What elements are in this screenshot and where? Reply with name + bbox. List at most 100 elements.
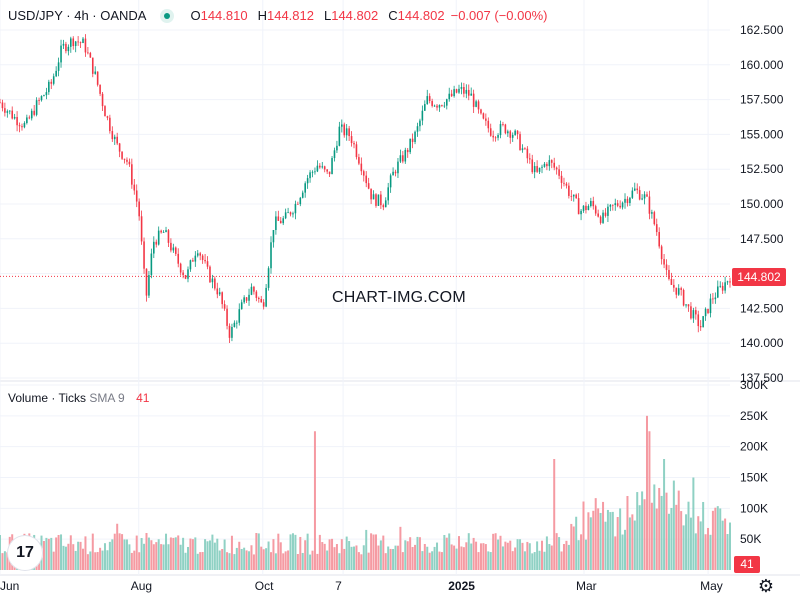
candle-body bbox=[248, 294, 250, 301]
volume-bar bbox=[360, 554, 363, 570]
volume-bar bbox=[140, 538, 143, 570]
volume-bar bbox=[648, 431, 651, 570]
volume-bar bbox=[677, 490, 680, 570]
candle-body bbox=[406, 149, 409, 153]
candle-body bbox=[101, 93, 104, 107]
volume-bar bbox=[392, 548, 395, 570]
volume-bar bbox=[553, 459, 556, 570]
candle-body bbox=[270, 242, 272, 269]
volume-bar bbox=[460, 546, 463, 570]
volume-bar bbox=[426, 546, 429, 570]
volume-bar bbox=[401, 552, 404, 570]
volume-bar bbox=[284, 551, 287, 570]
volume-bar bbox=[575, 516, 578, 570]
tradingview-logo-icon[interactable]: 17 bbox=[8, 536, 42, 570]
gear-icon[interactable]: ⚙ bbox=[757, 576, 775, 596]
candle-body bbox=[467, 89, 470, 96]
volume-bar bbox=[248, 551, 251, 570]
price-tick-label: 155.000 bbox=[740, 127, 784, 141]
volume-bar bbox=[86, 554, 89, 570]
volume-bar bbox=[614, 536, 617, 570]
candle-body bbox=[712, 298, 714, 300]
candle-body bbox=[646, 194, 648, 197]
candle-body bbox=[367, 183, 370, 189]
candle-body bbox=[577, 198, 580, 215]
candle-body bbox=[590, 200, 592, 206]
close-label: C bbox=[388, 8, 398, 23]
volume-bar bbox=[167, 544, 170, 570]
candle-body bbox=[282, 218, 285, 224]
volume-bar bbox=[82, 548, 85, 570]
volume-title[interactable]: Volume · Ticks bbox=[8, 391, 87, 405]
candle-body bbox=[294, 203, 297, 214]
candle-body bbox=[668, 269, 670, 280]
candle-body bbox=[384, 200, 387, 208]
candle-body bbox=[30, 110, 33, 119]
volume-bar bbox=[238, 541, 241, 570]
volume-bar bbox=[624, 529, 627, 570]
candle-body bbox=[619, 205, 621, 208]
candle-body bbox=[704, 308, 707, 317]
volume-bar bbox=[694, 533, 697, 570]
candle-body bbox=[284, 212, 287, 219]
volume-bar bbox=[108, 541, 111, 570]
candle-body bbox=[546, 163, 548, 167]
candle-body bbox=[91, 57, 94, 74]
volume-bar bbox=[436, 542, 439, 570]
volume-bar bbox=[433, 546, 436, 570]
volume-bar bbox=[367, 552, 370, 570]
candle-body bbox=[348, 128, 350, 137]
candle-body bbox=[631, 190, 634, 198]
volume-bar bbox=[157, 539, 160, 570]
volume-bar bbox=[111, 539, 114, 570]
candle-body bbox=[560, 175, 563, 183]
candle-body bbox=[690, 306, 692, 319]
volume-bar bbox=[685, 514, 688, 570]
volume-bar bbox=[521, 542, 524, 570]
volume-bar bbox=[50, 537, 53, 570]
volume-bar bbox=[42, 540, 45, 570]
candle-body bbox=[297, 203, 299, 205]
volume-bar bbox=[313, 431, 316, 570]
candle-body bbox=[716, 286, 719, 298]
volume-bar bbox=[45, 537, 48, 570]
candle-body bbox=[182, 272, 184, 276]
symbol-title[interactable]: USD/JPY · 4h · OANDA bbox=[8, 8, 147, 23]
volume-bar bbox=[467, 533, 470, 570]
volume-bar bbox=[643, 499, 646, 570]
volume-bar bbox=[699, 521, 702, 570]
candle-body bbox=[521, 148, 524, 151]
candle-body bbox=[350, 136, 353, 144]
candle-body bbox=[597, 213, 599, 217]
candle-body bbox=[170, 242, 172, 251]
volume-bar bbox=[729, 522, 731, 570]
volume-bar bbox=[475, 541, 478, 570]
candle-body bbox=[23, 123, 26, 128]
candle-body bbox=[721, 285, 724, 291]
volume-bar bbox=[116, 523, 119, 570]
candle-body bbox=[360, 163, 363, 172]
candle-body bbox=[643, 194, 646, 199]
volume-bar bbox=[374, 534, 377, 570]
volume-bar bbox=[377, 545, 380, 570]
candle-body bbox=[726, 281, 729, 283]
candle-body bbox=[26, 117, 28, 124]
candle-body bbox=[50, 81, 53, 84]
price-tick-label: 142.500 bbox=[740, 301, 784, 315]
candle-body bbox=[116, 136, 118, 144]
volume-bar bbox=[162, 544, 165, 570]
volume-bar bbox=[72, 544, 75, 570]
candle-body bbox=[328, 171, 331, 175]
candle-body bbox=[565, 183, 568, 186]
candle-body bbox=[77, 41, 79, 43]
candle-body bbox=[292, 213, 294, 215]
candle-body bbox=[502, 124, 504, 125]
candle-body bbox=[514, 130, 516, 135]
volume-bar bbox=[338, 553, 341, 570]
volume-bar bbox=[477, 552, 480, 570]
candle-body bbox=[150, 253, 153, 276]
volume-bar bbox=[689, 517, 692, 570]
volume-bar bbox=[125, 539, 128, 570]
candle-body bbox=[123, 158, 126, 160]
candle-body bbox=[62, 43, 65, 46]
